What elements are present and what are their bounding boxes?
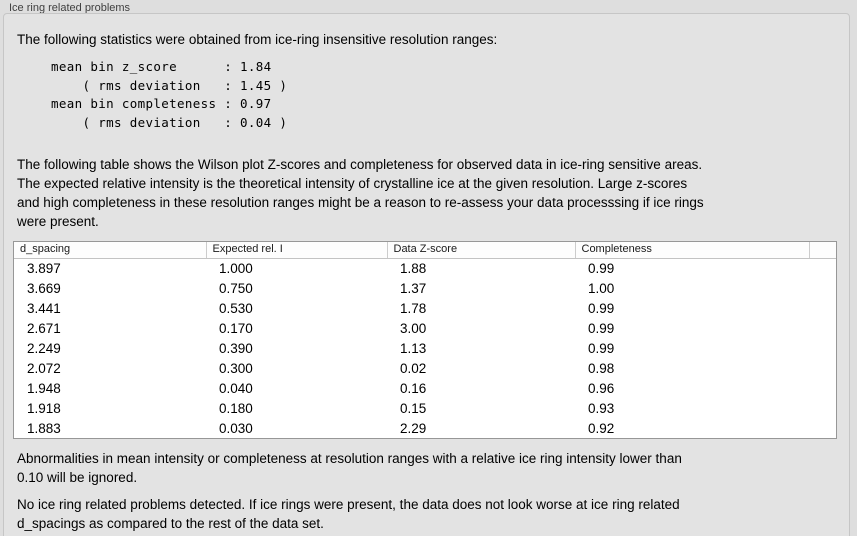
- ice-ring-panel: The following statistics were obtained f…: [3, 13, 850, 536]
- table-cell: 0.98: [588, 360, 615, 376]
- table-cell: 0.390: [219, 340, 253, 356]
- table-body: 3.897 1.000 1.88 0.99 3.669 0.750 1.37 1.00 3.44…: [14, 258, 836, 438]
- table-cell: 1.00: [588, 280, 615, 296]
- table-cell: 0.180: [219, 400, 253, 416]
- table-cell: 1.948: [27, 380, 61, 396]
- table-cell-empty: [809, 358, 836, 378]
- table-cell: 0.170: [219, 320, 253, 336]
- table-cell: 2.671: [27, 320, 61, 336]
- table-cell: 0.300: [219, 360, 253, 376]
- table-cell: 3.897: [27, 260, 61, 276]
- stats-block: mean bin z_score : 1.84 ( rms deviation …: [51, 59, 288, 130]
- group-box-title: Ice ring related problems: [9, 2, 131, 14]
- table-row[interactable]: 3.897 1.000 1.88 0.99: [14, 258, 836, 278]
- table-cell-empty: [809, 278, 836, 298]
- table-cell: 2.249: [27, 340, 61, 356]
- table-cell: 1.13: [400, 340, 427, 356]
- table-row[interactable]: 1.948 0.040 0.16 0.96: [14, 378, 836, 398]
- table-cell: 0.99: [588, 260, 615, 276]
- ice-ring-data-grid: d_spacing Expected rel. I Data Z-score Comp…: [14, 242, 836, 438]
- column-header-empty[interactable]: [808, 242, 836, 259]
- table-row[interactable]: 2.671 0.170 3.00 0.99: [14, 318, 836, 338]
- intro-text: The following statistics were obtained f…: [17, 32, 498, 47]
- column-header-expected-rel-i[interactable]: Expected rel. I: [205, 242, 387, 259]
- column-header-data-z-score[interactable]: Data Z-score: [386, 242, 575, 259]
- table-row[interactable]: 3.669 0.750 1.37 1.00: [14, 278, 836, 298]
- table-cell: 3.669: [27, 280, 61, 296]
- table-cell: 0.15: [400, 400, 427, 416]
- table-cell: 0.040: [219, 380, 253, 396]
- table-row[interactable]: 2.249 0.390 1.13 0.99: [14, 338, 836, 358]
- table-cell: 0.99: [588, 300, 615, 316]
- table-cell: 0.530: [219, 300, 253, 316]
- table-cell-empty: [809, 318, 836, 338]
- table-cell-empty: [809, 298, 836, 318]
- table-cell: 0.02: [400, 360, 427, 376]
- table-cell-empty: [809, 338, 836, 358]
- table-cell: 0.99: [588, 320, 615, 336]
- table-cell: 1.000: [219, 260, 253, 276]
- table-cell: 1.78: [400, 300, 427, 316]
- table-cell: 0.96: [588, 380, 615, 396]
- table-row[interactable]: 3.441 0.530 1.78 0.99: [14, 298, 836, 318]
- table-row[interactable]: 1.918 0.180 0.15 0.93: [14, 398, 836, 418]
- conclusion-note: No ice ring related problems detected. I…: [17, 497, 680, 531]
- column-header-d-spacing[interactable]: d_spacing: [14, 242, 206, 259]
- table-cell: 1.883: [27, 420, 61, 436]
- table-cell: 1.37: [400, 280, 427, 296]
- table-cell: 2.072: [27, 360, 61, 376]
- table-cell: 0.750: [219, 280, 253, 296]
- table-cell: 0.16: [400, 380, 427, 396]
- table-cell: 1.88: [400, 260, 427, 276]
- table-cell-empty: [809, 378, 836, 398]
- table-row[interactable]: 1.883 0.030 2.29 0.92: [14, 418, 836, 438]
- table-description: The following table shows the Wilson plo…: [17, 157, 704, 229]
- table-cell: 0.92: [588, 420, 615, 436]
- ice-ring-table: d_spacing Expected rel. I Data Z-score Comp…: [13, 241, 837, 439]
- column-header-completeness[interactable]: Completeness: [574, 242, 809, 259]
- table-cell: 3.00: [400, 320, 427, 336]
- table-cell-empty: [809, 258, 836, 278]
- table-cell: 0.99: [588, 340, 615, 356]
- table-cell: 1.918: [27, 400, 61, 416]
- table-cell-empty: [809, 418, 836, 438]
- table-row[interactable]: 2.072 0.300 0.02 0.98: [14, 358, 836, 378]
- table-cell: 0.030: [219, 420, 253, 436]
- table-cell: 3.441: [27, 300, 61, 316]
- ignore-note: Abnormalities in mean intensity or compl…: [17, 451, 682, 485]
- table-header-row: d_spacing Expected rel. I Data Z-score Comp…: [14, 242, 836, 259]
- table-cell-empty: [809, 398, 836, 418]
- table-cell: 0.93: [588, 400, 615, 416]
- table-cell: 2.29: [400, 420, 427, 436]
